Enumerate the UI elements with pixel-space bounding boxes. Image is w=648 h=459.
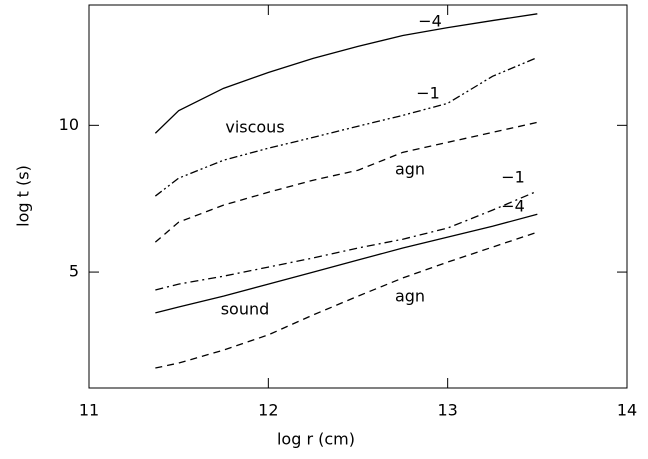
- series-line: [155, 213, 538, 314]
- x-tick-label: 12: [258, 401, 278, 420]
- x-tick-label: 14: [617, 401, 637, 420]
- annotation: agn: [395, 287, 425, 306]
- plot-frame: [88, 4, 628, 389]
- annotation: sound: [221, 300, 270, 319]
- x-tick-label: 11: [79, 401, 99, 420]
- x-axis-label: log r (cm): [277, 430, 355, 449]
- annotation: −1: [416, 84, 440, 103]
- series-line: [154, 121, 538, 243]
- series-line: [154, 56, 538, 197]
- series-line: [155, 190, 538, 291]
- annotation: −4: [418, 12, 442, 31]
- y-tick-label: 10: [59, 115, 79, 134]
- y-axis-label: log t (s): [14, 165, 33, 227]
- annotation: agn: [395, 160, 425, 179]
- annotation: −1: [501, 168, 525, 187]
- annotation: viscous: [225, 118, 284, 137]
- x-tick-label: 13: [437, 401, 457, 420]
- series-line: [155, 231, 538, 369]
- series-line: [154, 13, 538, 134]
- y-tick-label: 5: [69, 262, 79, 281]
- annotation: −4: [501, 197, 525, 216]
